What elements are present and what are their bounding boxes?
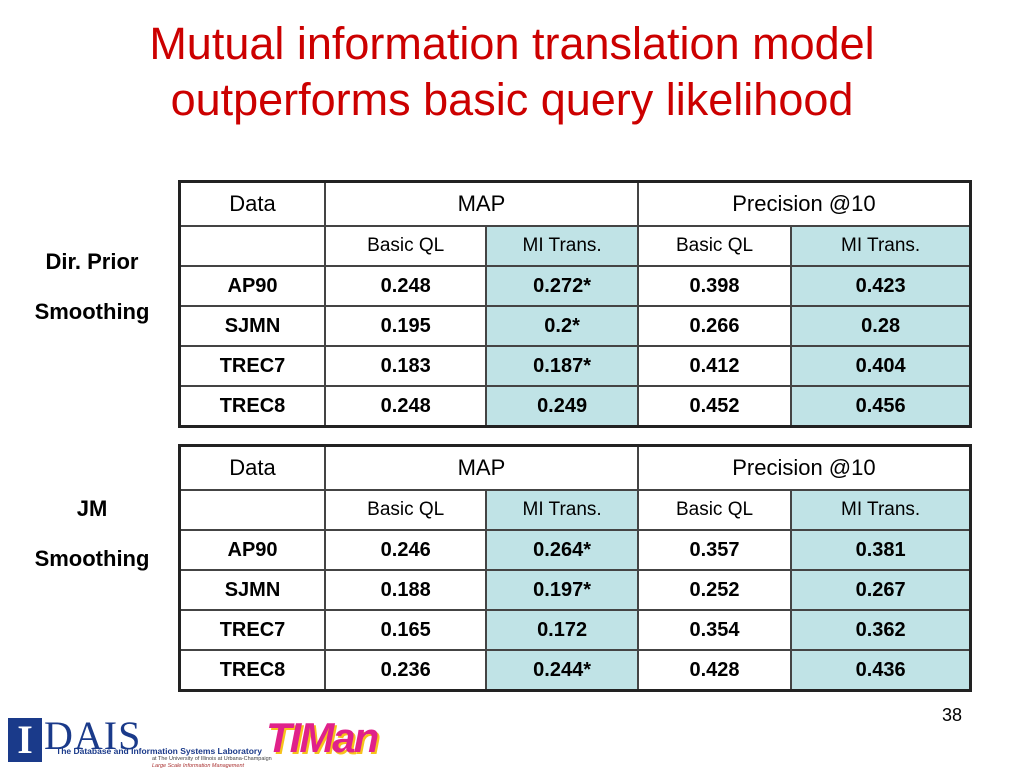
header-data: Data: [178, 180, 327, 227]
cell-dataset: AP90: [178, 529, 327, 571]
lab-name: The Database and Information Systems Lab…: [56, 746, 262, 756]
side-label-dir-prior: Dir. Prior Smoothing: [8, 237, 176, 337]
cell-map-basic: 0.188: [324, 569, 488, 611]
cell-dataset: TREC7: [178, 609, 327, 651]
cell-map-basic: 0.248: [324, 385, 488, 428]
header-precision: Precision @10: [636, 444, 972, 491]
subheader-mi-trans: MI Trans.: [790, 225, 972, 267]
cell-dataset: TREC7: [178, 345, 327, 387]
page-number: 38: [941, 705, 962, 725]
header-data: Data: [178, 444, 327, 491]
side-label-line-2: Smoothing: [34, 299, 150, 324]
timan-logo: TIMan: [266, 714, 379, 761]
cell-p-basic: 0.398: [636, 265, 793, 307]
cell-p-mi: 0.423: [790, 265, 972, 307]
cell-p-basic: 0.452: [636, 385, 793, 428]
cell-map-mi: 0.264*: [485, 529, 639, 571]
subheader-basic-ql: Basic QL: [324, 489, 488, 531]
table-header-row: Data MAP Precision @10: [178, 444, 972, 491]
side-label-jm: JM Smoothing: [8, 484, 176, 584]
cell-map-mi: 0.2*: [485, 305, 639, 347]
header-precision: Precision @10: [636, 180, 972, 227]
side-label-line-2: Smoothing: [34, 546, 150, 571]
table-subheader-row: Basic QL MI Trans. Basic QL MI Trans.: [178, 489, 972, 531]
cell-p-basic: 0.252: [636, 569, 793, 611]
table-row: AP90 0.248 0.272* 0.398 0.423: [178, 265, 972, 307]
subheader-mi-trans: MI Trans.: [790, 489, 972, 531]
cell-map-basic: 0.165: [324, 609, 488, 651]
table-subheader-row: Basic QL MI Trans. Basic QL MI Trans.: [178, 225, 972, 267]
cell-map-mi: 0.187*: [485, 345, 639, 387]
cell-p-mi: 0.381: [790, 529, 972, 571]
header-map: MAP: [324, 444, 639, 491]
subheader-mi-trans: MI Trans.: [485, 225, 639, 267]
cell-dataset: TREC8: [178, 649, 327, 692]
table-header-row: Data MAP Precision @10: [178, 180, 972, 227]
side-label-line-1: JM: [76, 496, 108, 521]
table-row: TREC7 0.165 0.172 0.354 0.362: [178, 609, 972, 651]
cell-p-mi: 0.436: [790, 649, 972, 692]
cell-p-basic: 0.357: [636, 529, 793, 571]
cell-p-mi: 0.28: [790, 305, 972, 347]
subheader-basic-ql: Basic QL: [636, 489, 793, 531]
table-row: SJMN 0.195 0.2* 0.266 0.28: [178, 305, 972, 347]
table-row: TREC7 0.183 0.187* 0.412 0.404: [178, 345, 972, 387]
cell-dataset: SJMN: [178, 305, 327, 347]
cell-dataset: AP90: [178, 265, 327, 307]
dais-logo: DAIS: [44, 713, 142, 758]
cell-map-basic: 0.246: [324, 529, 488, 571]
cell-p-basic: 0.354: [636, 609, 793, 651]
header-map: MAP: [324, 180, 639, 227]
cell-map-basic: 0.183: [324, 345, 488, 387]
cell-p-mi: 0.456: [790, 385, 972, 428]
cell-map-basic: 0.236: [324, 649, 488, 692]
subheader-mi-trans: MI Trans.: [485, 489, 639, 531]
cell-map-mi: 0.197*: [485, 569, 639, 611]
table-row: SJMN 0.188 0.197* 0.252 0.267: [178, 569, 972, 611]
cell-p-mi: 0.362: [790, 609, 972, 651]
cell-p-mi: 0.267: [790, 569, 972, 611]
cell-p-basic: 0.428: [636, 649, 793, 692]
cell-map-mi: 0.244*: [485, 649, 639, 692]
cell-map-basic: 0.248: [324, 265, 488, 307]
title-line-2: outperforms basic query likelihood: [170, 74, 854, 125]
subheader-basic-ql: Basic QL: [636, 225, 793, 267]
cell-p-basic: 0.266: [636, 305, 793, 347]
lab-affiliation: at The University of Illinois at Urbana-…: [152, 756, 272, 762]
footer-logos: I DAIS The Database and Information Syst…: [0, 712, 420, 769]
cell-map-mi: 0.272*: [485, 265, 639, 307]
cell-map-basic: 0.195: [324, 305, 488, 347]
cell-dataset: SJMN: [178, 569, 327, 611]
results-table-jm: Data MAP Precision @10 Basic QL MI Trans…: [178, 444, 972, 692]
cell-map-mi: 0.249: [485, 385, 639, 428]
cell-p-mi: 0.404: [790, 345, 972, 387]
cell-p-basic: 0.412: [636, 345, 793, 387]
side-label-line-1: Dir. Prior: [45, 249, 139, 274]
subheader-empty: [178, 489, 327, 531]
illinois-logo: I: [8, 718, 42, 762]
results-table-dir-prior: Data MAP Precision @10 Basic QL MI Trans…: [178, 180, 972, 428]
lab-group: Large Scale Information Management: [152, 763, 245, 769]
table-row: AP90 0.246 0.264* 0.357 0.381: [178, 529, 972, 571]
subheader-empty: [178, 225, 327, 267]
title-line-1: Mutual information translation model: [149, 18, 875, 69]
slide-title: Mutual information translation model out…: [0, 16, 1024, 128]
table-row: TREC8 0.248 0.249 0.452 0.456: [178, 385, 972, 428]
cell-map-mi: 0.172: [485, 609, 639, 651]
table-row: TREC8 0.236 0.244* 0.428 0.436: [178, 649, 972, 692]
subheader-basic-ql: Basic QL: [324, 225, 488, 267]
cell-dataset: TREC8: [178, 385, 327, 428]
